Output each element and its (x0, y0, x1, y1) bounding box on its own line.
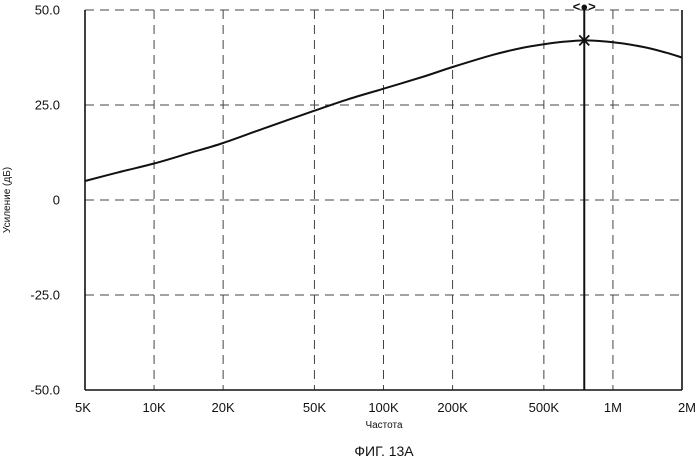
x-tick-label: 100K (368, 400, 399, 415)
x-tick-label: 200K (437, 400, 468, 415)
x-tick-label: 5K (75, 400, 91, 415)
x-tick-label: 20K (212, 400, 235, 415)
x-axis-label: Частота (365, 420, 403, 431)
x-tick-label: 1M (604, 400, 622, 415)
x-tick-label: 10K (142, 400, 165, 415)
y-tick-label: 25.0 (35, 98, 60, 113)
x-tick-labels: 5K 10K 20K 50K 100K 200K 500K 1M 2M (75, 400, 696, 415)
y-tick-label: -25.0 (30, 288, 60, 303)
y-tick-label: 50.0 (35, 3, 60, 18)
y-tick-labels: 50.0 25.0 0 -25.0 -50.0 (30, 3, 60, 398)
figure-caption: ФИГ. 13А (354, 443, 414, 459)
x-tick-label: 50K (303, 400, 326, 415)
y-tick-label: -50.0 (30, 383, 60, 398)
cursor[interactable]: <●> (573, 0, 596, 390)
cursor-handle[interactable]: <●> (573, 0, 596, 14)
y-axis-label: Усиление (дБ) (2, 167, 13, 233)
x-tick-label: 500K (529, 400, 560, 415)
x-tick-label: 2M (678, 400, 696, 415)
y-tick-label: 0 (53, 193, 60, 208)
grid (85, 10, 682, 390)
